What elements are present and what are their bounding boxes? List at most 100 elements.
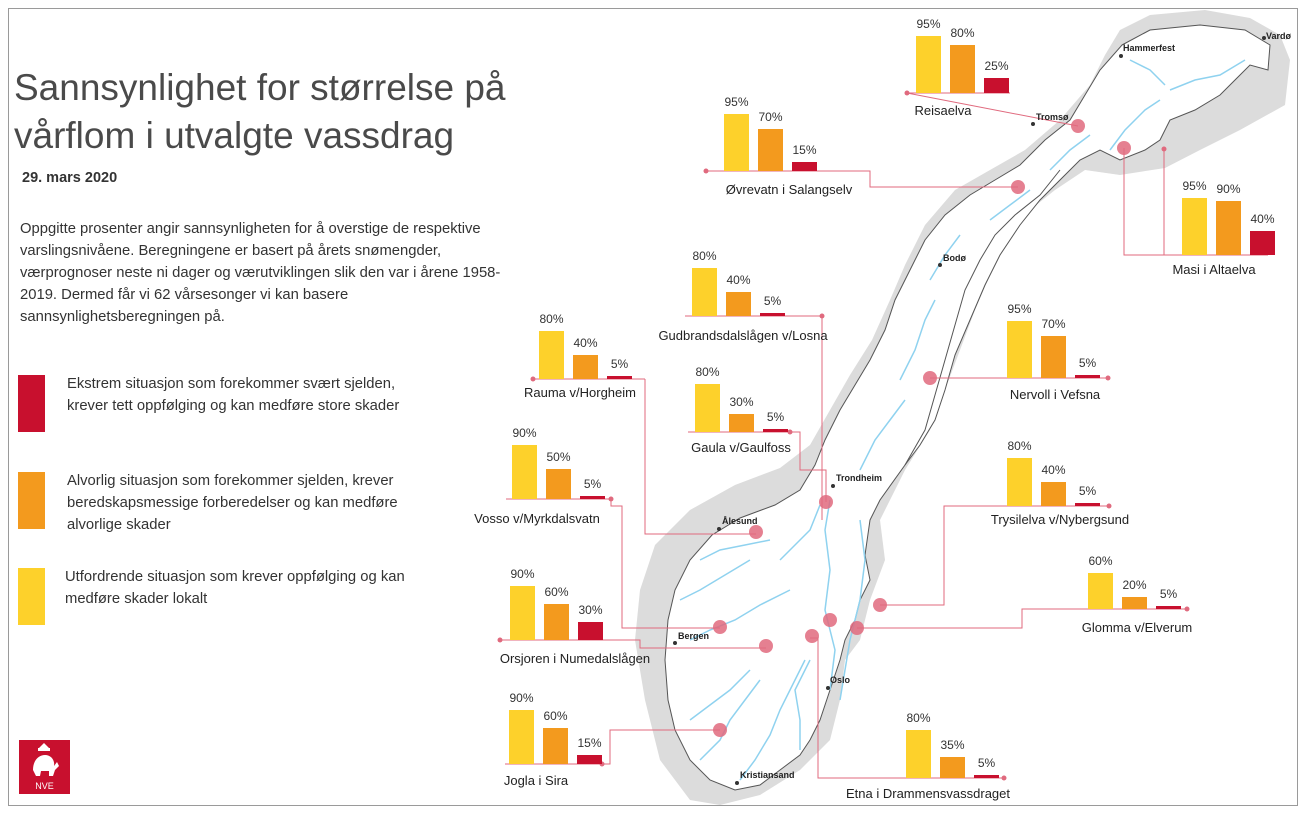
bar-label-gudbrandsdalsl-gen-v-losna-0: 80% [692,249,717,263]
bar-reisaelva-2 [984,78,1009,93]
bar-masi-i-altaelva-1 [1216,201,1241,255]
east-border-line [904,169,1061,466]
bar-label-rauma-v-horgheim-1: 40% [573,336,598,350]
bar-label-gaula-v-gaulfoss-0: 80% [695,365,720,379]
marker-losna [823,613,837,627]
rivers [679,59,1246,781]
station-markers [713,119,1131,737]
marker-glomma [850,621,864,635]
bar-label-reisaelva-2: 25% [984,59,1009,73]
legend-swatch-orange [18,472,45,529]
station-label--vrevatn-i-salangselv: Øvrevatn i Salangselv [725,182,853,197]
legend-text: Alvorlig situasjon som forekommer sjelde… [67,473,398,533]
marker-numedal [759,639,773,653]
legend-text: Utfordrende situasjon som krever oppfølg… [65,569,405,607]
bar-orsjoren-i-numedalsl-gen-2 [578,622,603,640]
bar-label-gudbrandsdalsl-gen-v-losna-2: 5% [763,294,782,308]
bar-label-vosso-v-myrkdalsvatn-1: 50% [546,450,571,464]
report-date: 29. mars 2020 [22,170,118,186]
bar-vosso-v-myrkdalsvatn-0 [512,445,537,499]
bar-label-etna-i-drammensvassdraget-1: 35% [940,738,965,752]
station-label-glomma-v-elverum: Glomma v/Elverum [1081,620,1193,635]
legend-swatch-red [18,375,45,432]
bar-etna-i-drammensvassdraget-2 [974,775,999,778]
bar-label-masi-i-altaelva-2: 40% [1250,212,1275,226]
bar-label-jogla-i-sira-0: 90% [509,691,534,705]
bar-label-etna-i-drammensvassdraget-2: 5% [977,756,996,770]
bar-trysilelva-v-nybergsund-2 [1075,503,1100,506]
marker-rauma [749,525,763,539]
bar-label-vosso-v-myrkdalsvatn-2: 5% [583,477,602,491]
station-label-orsjoren-i-numedalsl-gen: Orsjoren i Numedalslågen [499,651,651,666]
bar-gudbrandsdalsl-gen-v-losna-0 [692,268,717,316]
nve-logo: NVE [19,740,70,794]
bar-label-nervoll-i-vefsna-2: 5% [1078,356,1097,370]
bar-label-trysilelva-v-nybergsund-2: 5% [1078,484,1097,498]
marker-vefsna [923,371,937,385]
bar-glomma-v-elverum-2 [1156,606,1181,609]
bar--vrevatn-i-salangselv-0 [724,114,749,171]
bar-label-orsjoren-i-numedalsl-gen-2: 30% [578,603,603,617]
bar-rauma-v-horgheim-1 [573,355,598,379]
bar-label-jogla-i-sira-1: 60% [543,709,568,723]
station-label-masi-i-altaelva: Masi i Altaelva [1172,262,1256,277]
chart-baselines [500,92,1268,779]
figure-frame [8,8,1298,806]
bar-glomma-v-elverum-0 [1088,573,1113,609]
bar-vosso-v-myrkdalsvatn-1 [546,469,571,499]
marker-salangselv [1011,180,1025,194]
marker-drammen [805,629,819,643]
bar-gaula-v-gaulfoss-0 [695,384,720,432]
bar-label-trysilelva-v-nybergsund-1: 40% [1041,463,1066,477]
page-title: Sannsynlighet for størrelse på vårflom i… [14,67,506,156]
bar-label-rauma-v-horgheim-0: 80% [539,312,564,326]
bar-gaula-v-gaulfoss-1 [729,414,754,432]
bar-label-etna-i-drammensvassdraget-0: 80% [906,711,931,725]
bar-label--vrevatn-i-salangselv-1: 70% [758,110,783,124]
bar-jogla-i-sira-2 [577,755,602,764]
legend-text: Ekstrem situasjon som forekommer svært s… [67,376,400,414]
bar-label-masi-i-altaelva-1: 90% [1216,182,1241,196]
station-label-rauma-v-horgheim: Rauma v/Horgheim [524,385,636,400]
marker-vosso [713,620,727,634]
bar-label-orsjoren-i-numedalsl-gen-1: 60% [544,585,569,599]
city-label-bodo: Bodø [943,253,966,263]
bar-label-nervoll-i-vefsna-0: 95% [1007,302,1032,316]
bar-gudbrandsdalsl-gen-v-losna-2 [760,313,785,316]
norway-land [664,24,1271,791]
bar-label-reisaelva-1: 80% [950,26,975,40]
station-label-etna-i-drammensvassdraget: Etna i Drammensvassdraget [845,786,1011,801]
bar-jogla-i-sira-1 [543,728,568,764]
bar-reisaelva-0 [916,36,941,93]
marker-trysilelva [873,598,887,612]
bar-gaula-v-gaulfoss-2 [763,429,788,432]
city-dots [673,36,1266,785]
city-label-trondheim: Trondheim [836,473,883,483]
bar-trysilelva-v-nybergsund-0 [1007,458,1032,506]
bar-label-glomma-v-elverum-2: 5% [1159,587,1178,601]
lion-emblem-icon [33,743,59,776]
city-label-alesund: Ålesund [722,516,758,526]
bar-label-reisaelva-0: 95% [916,17,941,31]
marker-gaula [819,495,833,509]
bar-label-orsjoren-i-numedalsl-gen-0: 90% [510,567,535,581]
bar-label-nervoll-i-vefsna-1: 70% [1041,317,1066,331]
station-label-jogla-i-sira: Jogla i Sira [503,773,569,788]
bar-masi-i-altaelva-2 [1250,231,1275,255]
bar-label-trysilelva-v-nybergsund-0: 80% [1007,439,1032,453]
bar-orsjoren-i-numedalsl-gen-1 [544,604,569,640]
bar-label-jogla-i-sira-2: 15% [577,736,602,750]
city-label-vardo: Vardø [1266,31,1292,41]
station-label-vosso-v-myrkdalsvatn: Vosso v/Myrkdalsvatn [474,511,600,526]
bar-gudbrandsdalsl-gen-v-losna-1 [726,292,751,316]
city-label-tromso: Tromsø [1036,112,1069,122]
bar-nervoll-i-vefsna-2 [1075,375,1100,378]
bar-trysilelva-v-nybergsund-1 [1041,482,1066,506]
city-label-oslo: Oslo [830,675,851,685]
bar-nervoll-i-vefsna-1 [1041,336,1066,378]
bar-etna-i-drammensvassdraget-1 [940,757,965,778]
marker-reisaelva [1071,119,1085,133]
city-label-kristiansand: Kristiansand [740,770,795,780]
marker-altaelva [1117,141,1131,155]
